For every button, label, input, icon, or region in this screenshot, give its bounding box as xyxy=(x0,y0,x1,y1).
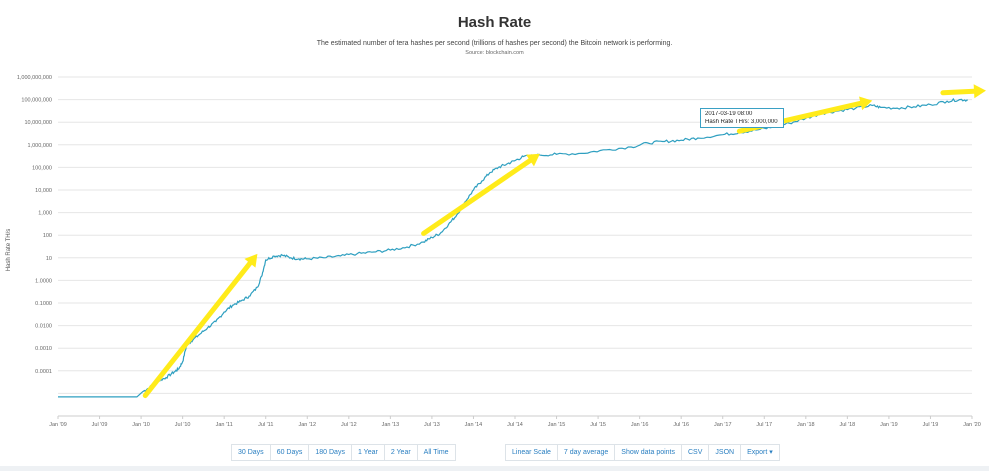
yellow-annotation-arrows xyxy=(142,84,986,399)
x-tick-label: Jul '17 xyxy=(756,422,772,428)
show-data-points-button[interactable]: Show data points xyxy=(614,444,681,461)
bottom-strip xyxy=(0,466,989,471)
range-30-days-button[interactable]: 30 Days xyxy=(231,444,270,461)
options-toolbar: Linear Scale 7 day average Show data poi… xyxy=(505,444,780,461)
chart-tooltip: 2017-03-19 08:00 Hash Rate TH/s: 3,000,0… xyxy=(700,108,784,128)
x-tick-label: Jul '13 xyxy=(424,422,440,428)
x-tick-label: Jan '15 xyxy=(548,422,566,428)
annotation-arrow-shaft xyxy=(421,158,533,236)
x-tick-label: Jan '17 xyxy=(714,422,732,428)
x-tick-label: Jul '12 xyxy=(341,422,357,428)
annotation-arrow-head xyxy=(973,84,986,99)
range-toolbar: 30 Days 60 Days 180 Days 1 Year 2 Year A… xyxy=(231,444,456,461)
export-button[interactable]: Export ▾ xyxy=(740,444,780,461)
y-tick-label: 1,000,000,000 xyxy=(17,75,52,81)
hash-rate-chart[interactable]: 0.0001 0.0010 0.0100 0.1000 1.0000 10 100 1,000… xyxy=(0,60,989,440)
chart-grid xyxy=(58,76,972,417)
range-all-time-button[interactable]: All Time xyxy=(416,444,456,461)
chart-subtitle: The estimated number of tera hashes per … xyxy=(316,40,673,47)
range-1-year-button[interactable]: 1 Year xyxy=(350,444,384,461)
x-tick-label: Jul '11 xyxy=(258,422,273,428)
y-tick-label: 100 xyxy=(43,233,52,239)
y-tick-label: 100,000 xyxy=(32,165,52,171)
x-tick-label: Jan '09 xyxy=(49,422,67,428)
y-tick-label: 0.1000 xyxy=(35,301,52,307)
chart-header: Hash Rate The estimated number of tera h… xyxy=(0,14,989,56)
x-tick-label: Jul '14 xyxy=(507,422,523,428)
annotation-arrow-head xyxy=(244,253,258,268)
y-axis-labels: 0.0001 0.0010 0.0100 0.1000 1.0000 10 100 1,000… xyxy=(17,75,52,375)
x-tick-label: Jul '09 xyxy=(92,422,108,428)
x-tick-label: Jan '16 xyxy=(631,422,649,428)
annotation-arrow-head xyxy=(526,153,540,167)
y-tick-label: 1.0000 xyxy=(35,278,52,284)
y-axis-title: Hash Rate TH/s xyxy=(6,229,12,272)
chart-source: Source: blockchain.com xyxy=(465,50,524,56)
y-tick-label: 10,000,000 xyxy=(24,120,52,126)
x-tick-label: Jan '10 xyxy=(132,422,150,428)
x-tick-label: Jul '10 xyxy=(175,422,191,428)
annotation-arrow-shaft xyxy=(142,260,253,399)
y-tick-label: 10 xyxy=(46,256,52,262)
range-2-year-button[interactable]: 2 Year xyxy=(383,444,417,461)
tooltip-date: 2017-03-19 08:00 xyxy=(705,111,753,117)
csv-button[interactable]: CSV xyxy=(681,444,709,461)
x-tick-label: Jan '19 xyxy=(880,422,898,428)
y-tick-label: 10,000 xyxy=(35,188,52,194)
json-button[interactable]: JSON xyxy=(708,444,741,461)
x-axis-labels: Jan '09 Jul '09 Jan '10 Jul '10 Jan '11 Jul '… xyxy=(49,416,981,428)
x-tick-label: Jul '18 xyxy=(839,422,855,428)
x-tick-label: Jan '12 xyxy=(298,422,316,428)
x-tick-label: Jan '18 xyxy=(797,422,815,428)
x-tick-label: Jul '16 xyxy=(673,422,689,428)
y-tick-label: 1,000 xyxy=(38,211,52,217)
x-tick-label: Jan '11 xyxy=(216,422,233,428)
range-60-days-button[interactable]: 60 Days xyxy=(269,444,309,461)
y-tick-label: 100,000,000 xyxy=(21,98,52,104)
series-line[interactable] xyxy=(58,97,968,398)
x-tick-label: Jan '20 xyxy=(963,422,981,428)
x-tick-label: Jul '19 xyxy=(923,422,939,428)
seven-day-average-button[interactable]: 7 day average xyxy=(556,444,615,461)
tooltip-value: Hash Rate TH/s: 3,000,000 xyxy=(705,118,778,125)
linear-scale-button[interactable]: Linear Scale xyxy=(505,444,557,461)
range-180-days-button[interactable]: 180 Days xyxy=(308,444,351,461)
x-tick-label: Jan '13 xyxy=(382,422,400,428)
y-tick-label: 0.0001 xyxy=(35,369,52,375)
y-tick-label: 0.0100 xyxy=(35,324,52,330)
x-tick-label: Jul '15 xyxy=(590,422,606,428)
y-tick-label: 1,000,000 xyxy=(28,143,52,149)
annotation-arrow-shaft xyxy=(940,88,977,96)
annotation-arrow-head xyxy=(859,96,873,111)
chart-title: Hash Rate xyxy=(457,14,532,31)
x-tick-label: Jan '14 xyxy=(465,422,483,428)
y-tick-label: 0.0010 xyxy=(35,346,52,352)
